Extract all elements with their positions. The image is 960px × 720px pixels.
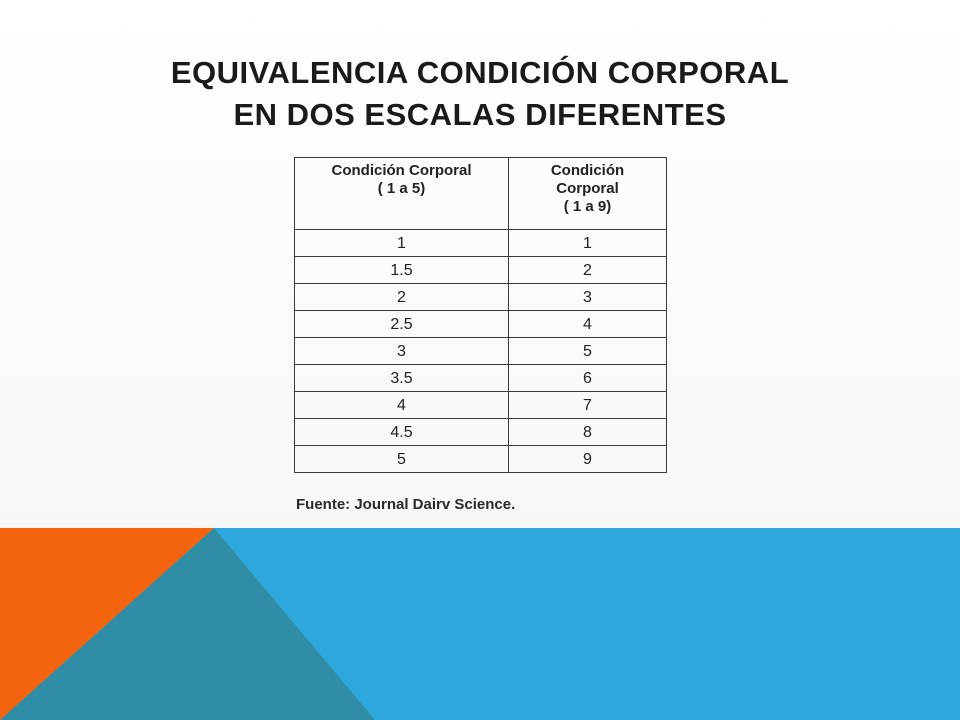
- header-text: Corporal: [556, 180, 619, 197]
- table-row: 1.5 2: [294, 256, 667, 284]
- cell-scale-1-9: 2: [508, 256, 667, 284]
- cell-scale-1-5: 2: [294, 283, 509, 311]
- header-text: ( 1 a 9): [563, 198, 612, 215]
- header-text: ( 1 a 5): [377, 180, 426, 197]
- header-text: Condición Corporal: [331, 162, 472, 179]
- footer-teal-triangle: [0, 528, 375, 720]
- cell-scale-1-9: 7: [508, 391, 667, 419]
- cell-scale-1-9: 1: [508, 229, 667, 257]
- equivalence-table-container: Condición Corporal ( 1 a 5) Condición Co…: [294, 157, 667, 473]
- header-scale-1-5: Condición Corporal ( 1 a 5): [294, 157, 509, 230]
- table-row: 4.5 8: [294, 418, 667, 446]
- decorative-footer-band: [0, 528, 960, 720]
- cell-scale-1-9: 6: [508, 364, 667, 392]
- header-scale-1-9: Condición Corporal ( 1 a 9): [508, 157, 667, 230]
- cell-scale-1-9: 8: [508, 418, 667, 446]
- cell-scale-1-5: 1: [294, 229, 509, 257]
- cell-scale-1-9: 5: [508, 337, 667, 365]
- cell-scale-1-5: 3: [294, 337, 509, 365]
- cell-scale-1-5: 2.5: [294, 310, 509, 338]
- table-header-row: Condición Corporal ( 1 a 5) Condición Co…: [294, 157, 667, 230]
- table-row: 5 9: [294, 445, 667, 473]
- cell-scale-1-5: 3.5: [294, 364, 509, 392]
- cell-scale-1-5: 1.5: [294, 256, 509, 284]
- cell-scale-1-5: 5: [294, 445, 509, 473]
- table-row: 3.5 6: [294, 364, 667, 392]
- slide-title-line-1: EQUIVALENCIA CONDICIÓN CORPORAL: [170, 55, 790, 90]
- table-row: 2 3: [294, 283, 667, 311]
- source-note: Fuente: Journal Dairv Science.: [296, 496, 516, 513]
- footer-orange-triangle: [0, 528, 214, 720]
- table-row: 2.5 4: [294, 310, 667, 338]
- cell-scale-1-9: 9: [508, 445, 667, 473]
- slide-title: EQUIVALENCIA CONDICIÓN CORPORAL EN DOS E…: [0, 52, 960, 136]
- slide-title-line-2: EN DOS ESCALAS DIFERENTES: [233, 97, 727, 132]
- cell-scale-1-9: 3: [508, 283, 667, 311]
- table-row: 3 5: [294, 337, 667, 365]
- table-row: 1 1: [294, 229, 667, 257]
- header-text: Condición: [550, 162, 625, 179]
- table-row: 4 7: [294, 391, 667, 419]
- cell-scale-1-5: 4: [294, 391, 509, 419]
- equivalence-table: Condición Corporal ( 1 a 5) Condición Co…: [294, 157, 667, 473]
- cell-scale-1-9: 4: [508, 310, 667, 338]
- cell-scale-1-5: 4.5: [294, 418, 509, 446]
- footer-shapes: [0, 528, 960, 720]
